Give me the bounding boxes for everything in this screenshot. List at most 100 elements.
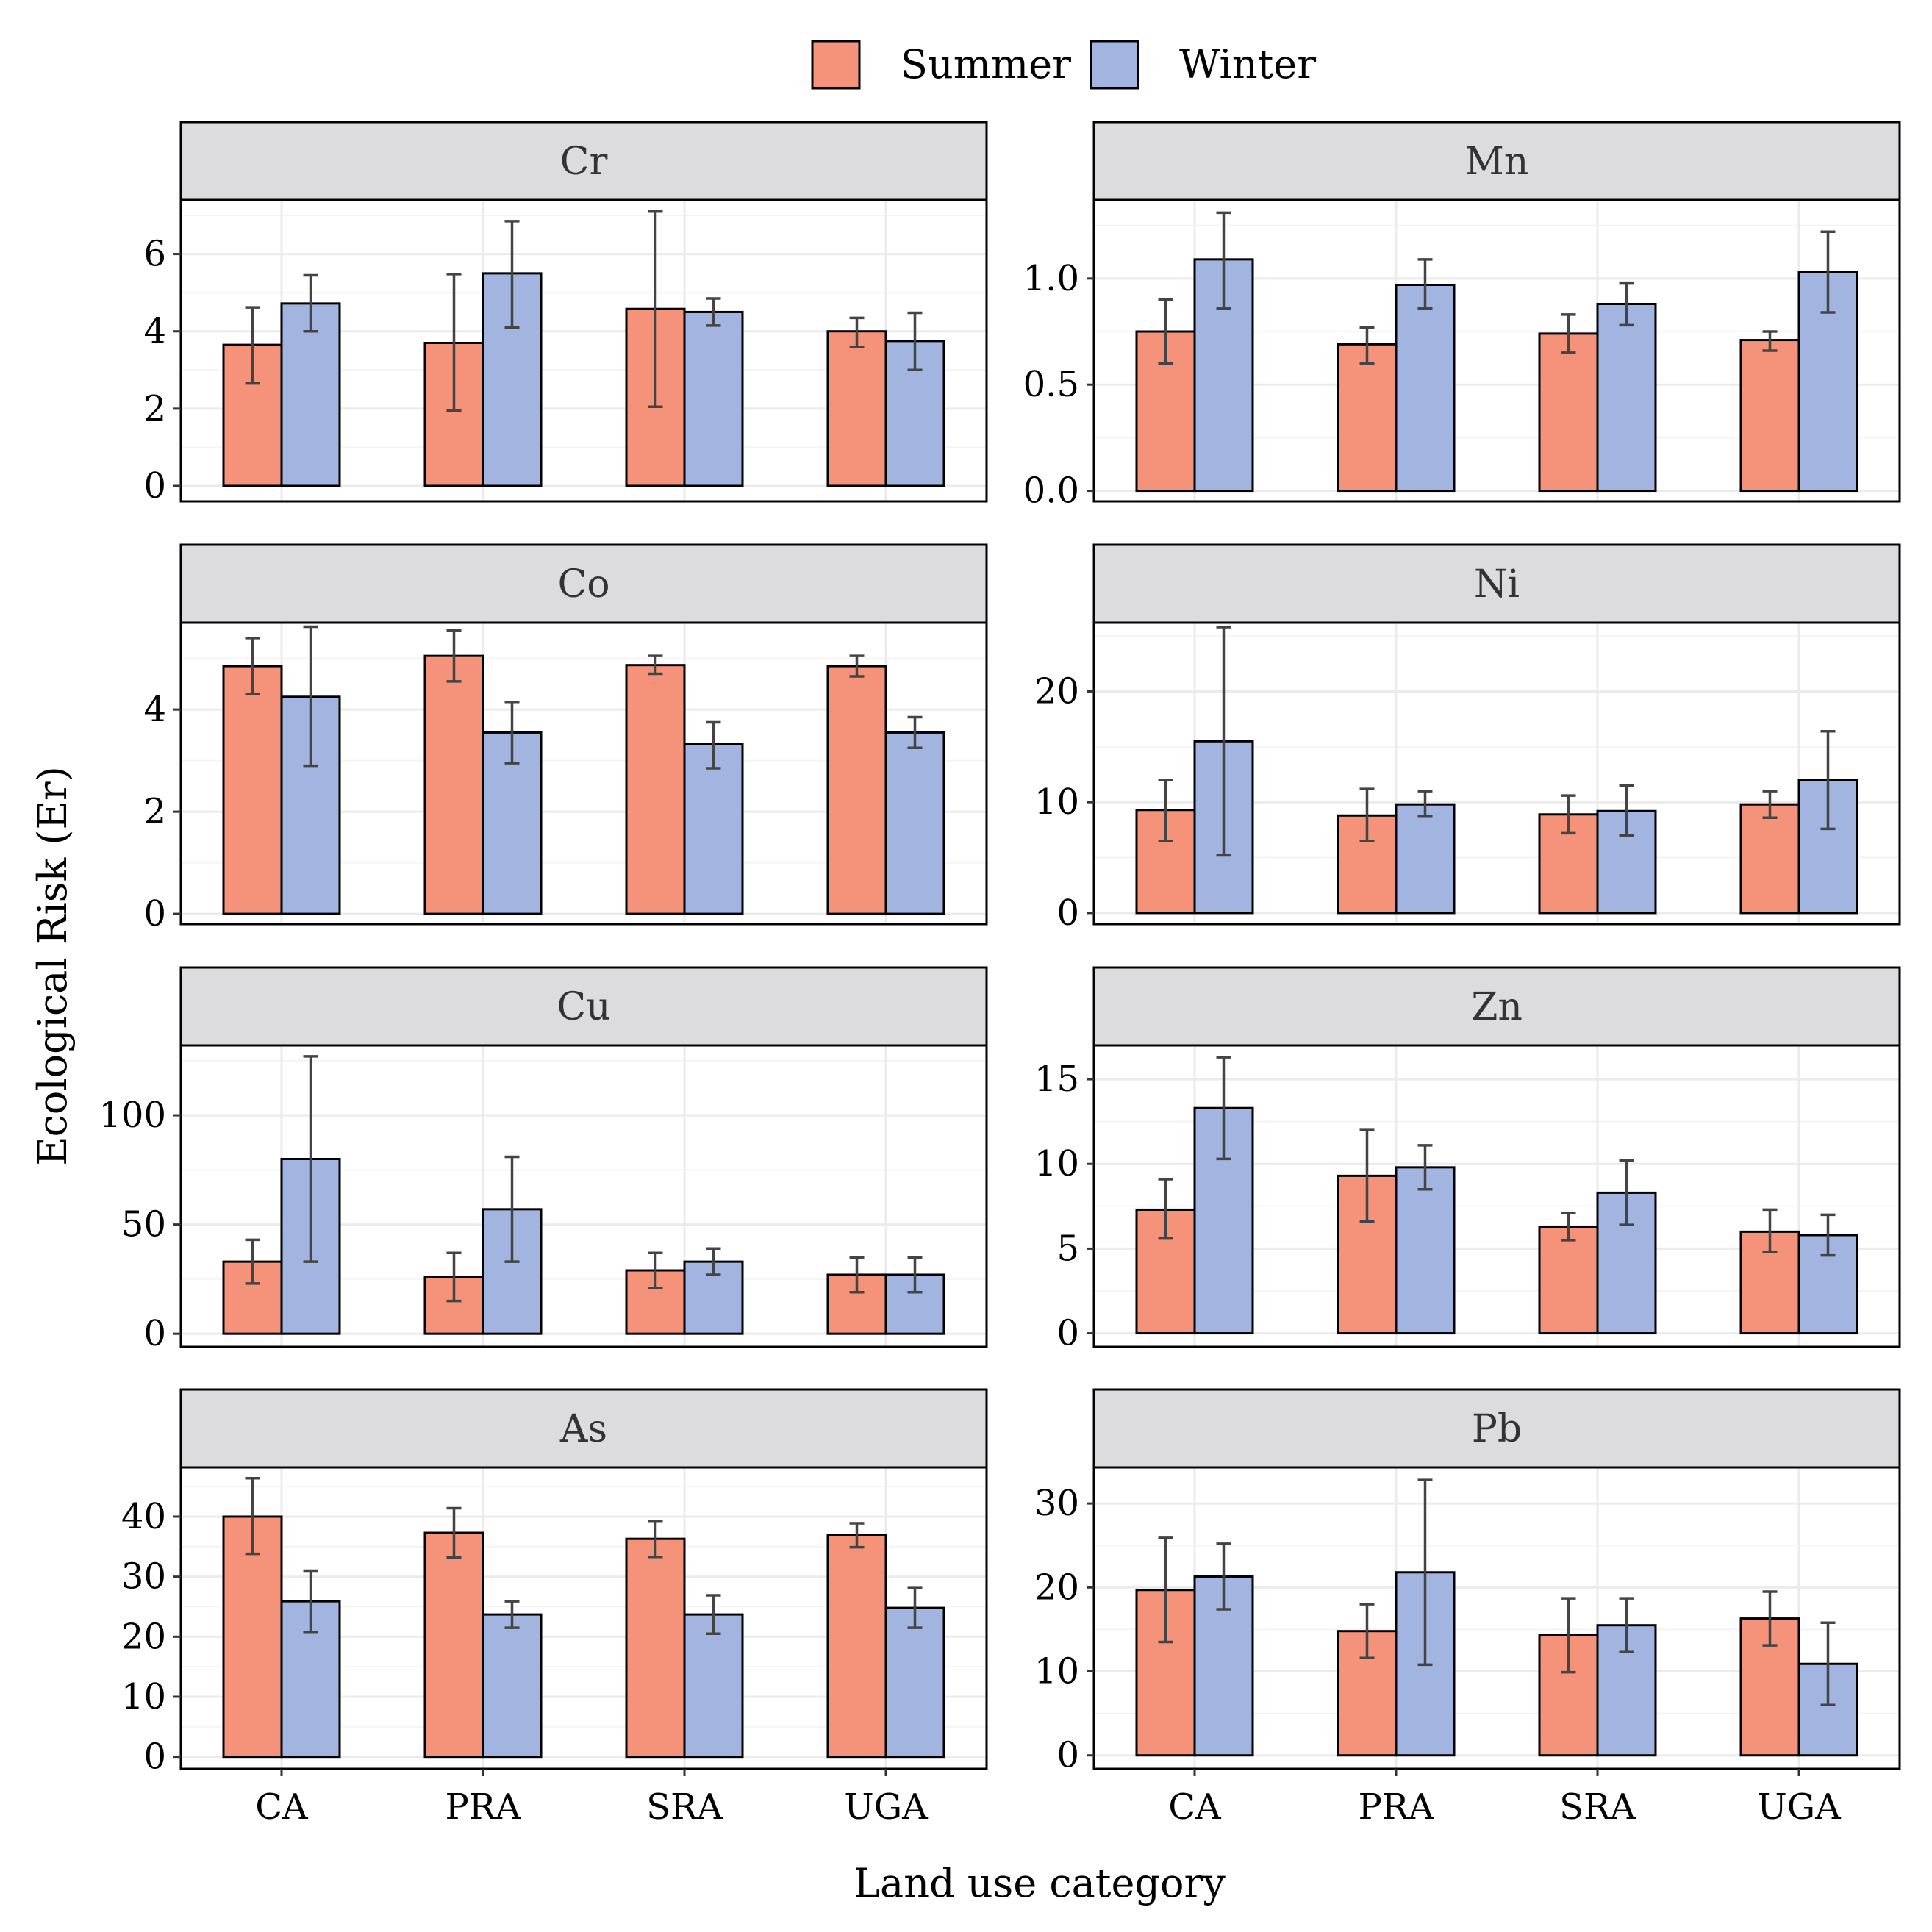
errorbar-winter-ca bbox=[303, 1055, 318, 1263]
errorbar-winter-uga bbox=[907, 1256, 923, 1294]
errorbar-summer-uga bbox=[1762, 330, 1778, 352]
y-tick-label: 4 bbox=[143, 311, 166, 352]
errorbar-winter-uga bbox=[1820, 230, 1836, 314]
errorbar-summer-sra bbox=[1561, 1597, 1576, 1674]
bar-winter-pra bbox=[1395, 283, 1456, 493]
panel-zn: Zn 0 5 10 15 bbox=[1034, 966, 1901, 1354]
legend-swatch-winter bbox=[1090, 40, 1139, 90]
panel-strip bbox=[179, 966, 988, 1047]
bar-summer-uga bbox=[1739, 339, 1800, 493]
errorbar-winter-pra bbox=[1417, 790, 1433, 818]
errorbar-winter-sra bbox=[706, 1594, 721, 1635]
bar-winter-pra bbox=[482, 1613, 543, 1759]
legend-label-summer: Summer bbox=[901, 41, 1071, 87]
errorbar-summer-uga bbox=[1762, 1208, 1778, 1253]
errorbar-summer-ca bbox=[245, 637, 260, 696]
panel-title: Zn bbox=[1471, 985, 1523, 1029]
bar-winter-sra bbox=[1596, 302, 1657, 493]
panel-title: Cu bbox=[557, 985, 610, 1029]
errorbar-winter-ca bbox=[1216, 626, 1231, 857]
y-tick-label: 2 bbox=[143, 791, 166, 832]
errorbar-winter-sra bbox=[1619, 281, 1634, 327]
errorbar-summer-ca bbox=[1158, 298, 1173, 365]
errorbar-winter-uga bbox=[1820, 1621, 1836, 1706]
y-tick-label: 5 bbox=[1056, 1228, 1079, 1269]
errorbar-winter-sra bbox=[1619, 1597, 1634, 1654]
x-tick-label: CA bbox=[255, 1786, 309, 1828]
y-tick-label: 40 bbox=[121, 1496, 166, 1537]
y-tick-label: 1.0 bbox=[1023, 258, 1079, 299]
errorbar-winter-pra bbox=[1417, 1144, 1433, 1191]
errorbar-summer-sra bbox=[648, 1519, 663, 1559]
errorbar-summer-pra bbox=[1359, 1603, 1375, 1659]
bar-summer-uga bbox=[826, 665, 887, 915]
bar-winter-pra bbox=[1395, 803, 1456, 915]
y-tick-label: 50 bbox=[121, 1204, 166, 1245]
panel-strip bbox=[179, 121, 988, 201]
legend-label-winter: Winter bbox=[1179, 41, 1316, 87]
y-tick-label: 10 bbox=[1034, 781, 1079, 823]
errorbar-summer-sra bbox=[1561, 794, 1576, 835]
bar-summer-sra bbox=[625, 664, 686, 915]
errorbar-summer-ca bbox=[245, 306, 260, 385]
y-tick-label: 30 bbox=[121, 1556, 166, 1598]
bar-winter-sra bbox=[683, 310, 744, 487]
errorbar-summer-sra bbox=[648, 210, 663, 408]
y-tick-label: 0 bbox=[143, 1736, 166, 1778]
panel-border bbox=[179, 1044, 988, 1348]
y-tick-label: 0 bbox=[1056, 1313, 1079, 1354]
y-tick-label: 4 bbox=[143, 689, 166, 730]
y-tick-label: 100 bbox=[99, 1095, 166, 1136]
errorbar-summer-ca bbox=[245, 1476, 260, 1556]
bar-summer-sra bbox=[625, 1537, 686, 1759]
y-tick-label: 0.0 bbox=[1023, 471, 1079, 512]
x-tick-label: UGA bbox=[844, 1786, 929, 1828]
errorbar-winter-uga bbox=[907, 715, 923, 750]
errorbar-winter-sra bbox=[706, 1247, 721, 1276]
errorbar-summer-sra bbox=[1561, 1212, 1576, 1242]
errorbar-winter-ca bbox=[1216, 1542, 1231, 1611]
errorbar-summer-uga bbox=[849, 654, 865, 678]
errorbar-summer-sra bbox=[648, 654, 663, 676]
panel-title: As bbox=[559, 1407, 607, 1451]
errorbar-summer-ca bbox=[1158, 1536, 1173, 1644]
errorbar-winter-sra bbox=[1619, 1159, 1634, 1226]
errorbar-summer-pra bbox=[446, 1251, 462, 1303]
bar-winter-uga bbox=[884, 1606, 945, 1759]
errorbar-summer-pra bbox=[1359, 326, 1375, 365]
errorbar-winter-uga bbox=[1820, 729, 1836, 831]
errorbar-winter-pra bbox=[1417, 258, 1433, 310]
y-tick-label: 30 bbox=[1034, 1483, 1079, 1524]
errorbar-winter-ca bbox=[303, 1569, 318, 1634]
y-tick-label: 0.5 bbox=[1023, 364, 1079, 405]
x-tick-label: PRA bbox=[1358, 1786, 1434, 1828]
errorbar-summer-uga bbox=[849, 1522, 865, 1549]
panel-border bbox=[1092, 198, 1901, 503]
errorbar-summer-pra bbox=[1359, 1128, 1375, 1223]
bar-summer-ca bbox=[222, 1515, 283, 1759]
y-tick-label: 10 bbox=[1034, 1143, 1079, 1184]
errorbar-summer-sra bbox=[648, 1251, 663, 1289]
errorbar-winter-pra bbox=[504, 700, 520, 765]
errorbar-winter-uga bbox=[1820, 1213, 1836, 1257]
y-tick-label: 6 bbox=[143, 234, 166, 275]
bar-summer-sra bbox=[1538, 332, 1599, 493]
y-tick-label: 2 bbox=[143, 388, 166, 429]
x-tick-label: SRA bbox=[1559, 1786, 1636, 1828]
y-tick-label: 10 bbox=[1034, 1651, 1079, 1692]
bar-summer-uga bbox=[1739, 803, 1800, 915]
panel-title: Ni bbox=[1474, 562, 1520, 607]
y-axis-title: Ecological Risk (Er) bbox=[29, 766, 76, 1166]
panel-border bbox=[1092, 1466, 1901, 1770]
errorbar-winter-sra bbox=[1619, 784, 1634, 837]
bar-winter-uga bbox=[884, 731, 945, 915]
panel-title: Co bbox=[557, 562, 609, 607]
errorbar-winter-ca bbox=[303, 625, 318, 768]
y-tick-label: 0 bbox=[1056, 1735, 1079, 1776]
bar-summer-pra bbox=[423, 654, 484, 915]
errorbar-summer-pra bbox=[1359, 787, 1375, 842]
errorbar-winter-uga bbox=[907, 311, 923, 372]
panel-cr: Cr 0 2 4 6 bbox=[143, 121, 988, 507]
x-tick-label: SRA bbox=[646, 1786, 723, 1828]
